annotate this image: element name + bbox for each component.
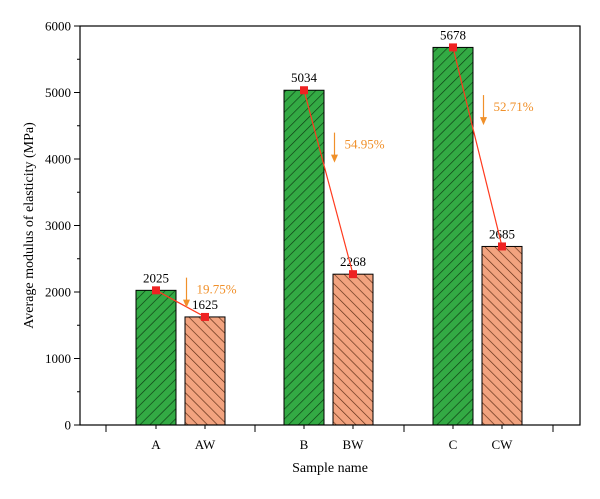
y-tick-label: 2000 — [45, 285, 71, 300]
x-axis-title: Sample name — [292, 461, 368, 476]
y-tick-label: 6000 — [45, 19, 71, 34]
y-axis-title: Average modulus of elasticity (MPa) — [22, 122, 37, 329]
reduction-label-c: 52.71% — [494, 99, 534, 114]
x-tick-label-cw: CW — [492, 437, 514, 452]
x-tick-label-b: B — [300, 437, 309, 452]
value-label-c: 5678 — [440, 27, 466, 42]
x-tick-label-aw: AW — [195, 437, 216, 452]
y-tick-label: 5000 — [45, 85, 71, 100]
y-tick-label: 4000 — [45, 152, 71, 167]
value-label-aw: 1625 — [192, 297, 218, 312]
reduction-label-b: 54.95% — [345, 137, 385, 152]
marker-cw — [498, 242, 506, 251]
y-tick-label: 3000 — [45, 218, 71, 233]
value-label-bw: 2268 — [340, 254, 366, 269]
connectors-group — [152, 43, 506, 321]
reduction-arrow-c — [480, 95, 487, 126]
bar-bw — [332, 273, 374, 426]
x-axis: A AW B BW C CW — [105, 425, 554, 452]
reduction-label-a: 19.75% — [197, 282, 237, 297]
marker-aw — [201, 312, 209, 321]
marker-c — [449, 43, 457, 52]
bar-cw — [481, 245, 523, 426]
y-tick-label: 0 — [65, 418, 72, 433]
reduction-line-a — [155, 289, 206, 318]
marker-a — [152, 286, 160, 295]
annotations-group: 19.75% 54.95% 52.71% — [183, 95, 534, 308]
reduction-arrow-b — [331, 132, 338, 163]
reduction-line-b — [303, 90, 354, 275]
bar-c — [432, 46, 474, 426]
x-tick-label-c: C — [449, 437, 458, 452]
y-axis: 0 1000 2000 3000 4000 5000 6000 — [45, 19, 80, 433]
x-tick-label-a: A — [151, 437, 161, 452]
reduction-line-c — [452, 47, 503, 247]
value-label-b: 5034 — [291, 70, 318, 85]
reduction-arrow-a — [183, 277, 190, 308]
marker-b — [300, 86, 308, 95]
bar-b — [283, 89, 325, 426]
marker-bw — [349, 270, 357, 279]
bar-aw — [184, 316, 226, 426]
y-tick-label: 1000 — [45, 351, 71, 366]
bar-a — [135, 289, 177, 426]
x-tick-label-bw: BW — [343, 437, 365, 452]
bars-group: 2025 1625 5034 2268 5678 2685 — [135, 27, 523, 426]
value-label-cw: 2685 — [489, 226, 515, 241]
value-label-a: 2025 — [143, 270, 169, 285]
